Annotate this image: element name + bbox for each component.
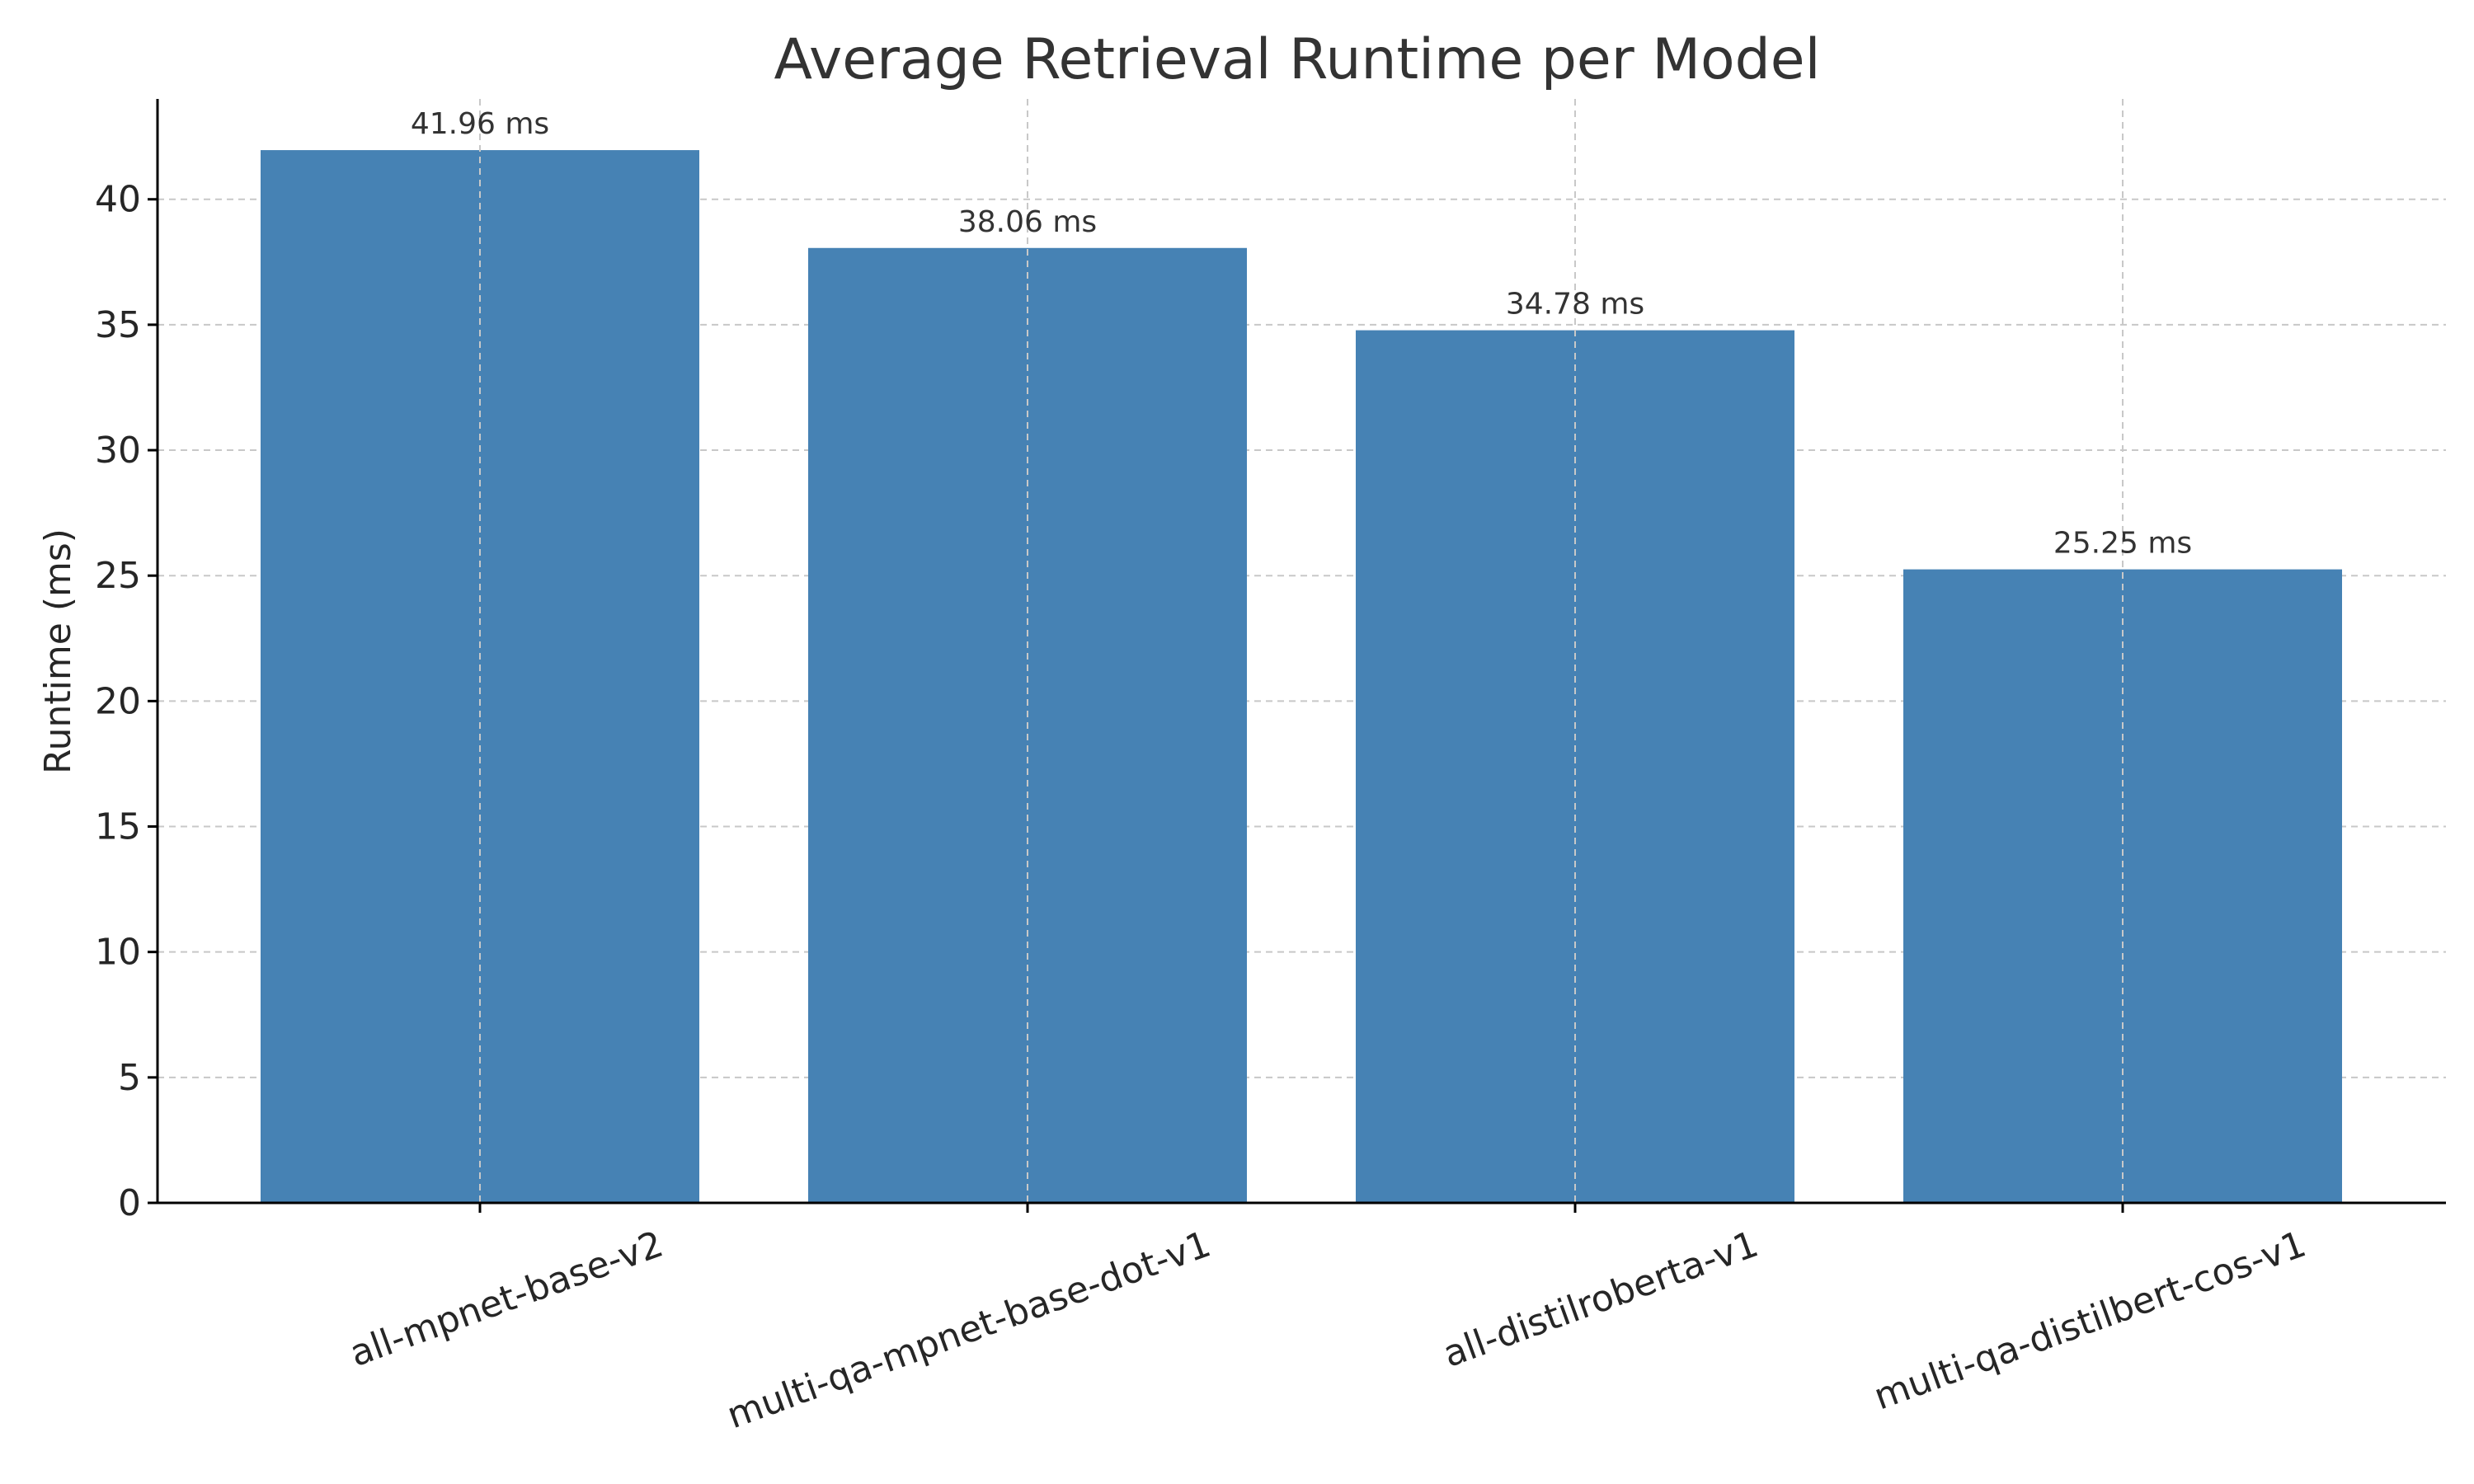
- y-tick-label: 10: [95, 932, 141, 974]
- x-ticks: all-mpnet-base-v2 multi-qa-mpnet-base-dot…: [345, 1203, 2312, 1437]
- bar-value-label: 38.06 ms: [958, 205, 1097, 239]
- vertical-grid: [479, 99, 2124, 1203]
- y-tick-label: 0: [118, 1182, 141, 1224]
- bar-value-label: 41.96 ms: [411, 107, 549, 141]
- y-tick-label: 5: [118, 1057, 141, 1099]
- y-axis-label: Runtime (ms): [37, 528, 79, 774]
- chart-title: Average Retrieval Runtime per Model: [774, 27, 1820, 92]
- x-tick-label: all-mpnet-base-v2: [345, 1223, 669, 1375]
- bars: [261, 150, 2342, 1204]
- bar-value-label: 34.78 ms: [1506, 288, 1644, 322]
- y-tick-label: 25: [95, 555, 141, 597]
- y-tick-label: 35: [95, 304, 141, 346]
- x-tick-label: multi-qa-distilbert-cos-v1: [1869, 1223, 2312, 1418]
- y-tick-label: 30: [95, 430, 141, 472]
- bar-value-label: 25.25 ms: [2053, 527, 2192, 561]
- y-tick-label: 20: [95, 680, 141, 722]
- y-tick-label: 15: [95, 806, 141, 848]
- x-tick-label: all-distilroberta-v1: [1437, 1223, 1763, 1375]
- data-labels: 41.96 ms 38.06 ms 34.78 ms 25.25 ms: [411, 107, 2192, 561]
- axes: [156, 99, 2446, 1205]
- y-ticks: 0 5 10 15 20 25 30 35 40: [95, 179, 158, 1224]
- y-tick-label: 40: [95, 179, 141, 221]
- x-tick-label: multi-qa-mpnet-base-dot-v1: [722, 1223, 1216, 1437]
